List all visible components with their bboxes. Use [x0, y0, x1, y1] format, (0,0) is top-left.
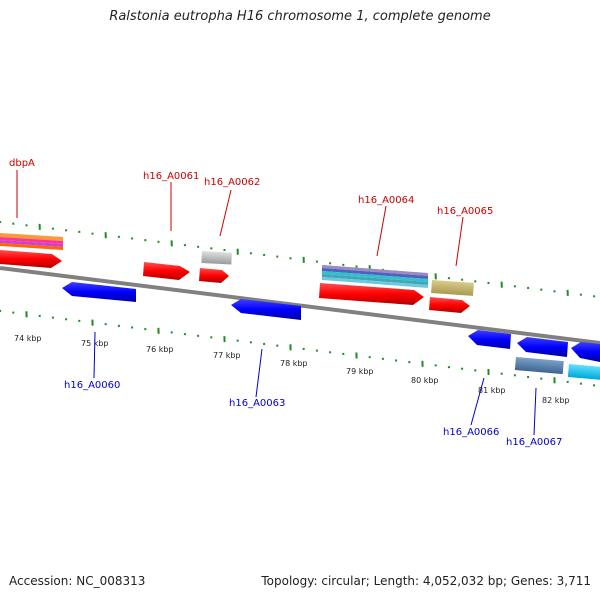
chromosome-backbone — [0, 266, 600, 345]
leader-line-h16-A0060 — [93, 331, 96, 379]
gene-arrow-h16-A0062 — [199, 268, 229, 283]
ruler-label-78: 78 kbp — [280, 359, 308, 368]
gene-arrow-h16-A0065 — [429, 297, 470, 313]
gene-arrow-next — [571, 342, 600, 362]
accession-text: Accession: NC_008313 — [9, 574, 146, 588]
leader-line-h16-A0064 — [376, 205, 387, 257]
leader-line-h16-A0063 — [255, 348, 263, 398]
gene-label-h16-A0061: h16_A0061 — [143, 171, 199, 182]
gene-arrow-h16-A0061 — [143, 262, 190, 280]
ruler-label-80: 80 kbp — [411, 376, 439, 385]
gene-arrow-dbpA — [0, 250, 62, 268]
leader-line-h16-A0062 — [219, 189, 232, 237]
ruler-label-76: 76 kbp — [146, 345, 174, 354]
gene-arrow-h16-A0063 — [231, 299, 301, 320]
gene-label-h16-A0060: h16_A0060 — [64, 380, 120, 391]
reverse-gene-labels: h16_A0060 h16_A0063 h16_A0066 h16_A0067 — [64, 331, 562, 448]
lower-tick-track — [0, 309, 596, 387]
reverse-genes — [62, 282, 600, 381]
ruler-label-81: 81 kbp — [478, 386, 506, 395]
ruler-label-74: 74 kbp — [14, 334, 42, 343]
gene-label-dbpA: dbpA — [9, 158, 35, 169]
forward-genes — [0, 233, 474, 313]
leader-line-h16-A0066 — [470, 377, 485, 426]
feature-bar-h16-A0065 — [431, 280, 474, 296]
gene-label-h16-A0062: h16_A0062 — [204, 177, 260, 188]
gene-arrow-h16-A0067 — [517, 337, 568, 357]
ruler-label-82: 82 kbp — [542, 396, 570, 405]
gene-label-h16-A0067: h16_A0067 — [506, 437, 562, 448]
leader-line-h16-A0067 — [533, 387, 537, 436]
feature-bar-h16-A0067 — [514, 357, 564, 375]
gene-label-h16-A0066: h16_A0066 — [443, 427, 499, 438]
feature-bar-h16-A0062 — [201, 251, 232, 265]
gene-arrow-h16-A0060 — [62, 282, 136, 302]
gene-arrow-h16-A0066 — [468, 330, 511, 349]
ruler-label-79: 79 kbp — [346, 367, 374, 376]
feature-stripes-h16-A0064 — [322, 265, 428, 288]
gene-label-h16-A0064: h16_A0064 — [358, 195, 414, 206]
gene-label-h16-A0065: h16_A0065 — [437, 206, 493, 217]
feature-bar-cyan — [567, 364, 600, 381]
leader-line-h16-A0065 — [455, 216, 464, 267]
forward-gene-labels: dbpA h16_A0061 h16_A0062 h16_A0064 h16_A… — [9, 158, 493, 267]
feature-stripes-dbpA — [0, 233, 63, 250]
gene-label-h16-A0063: h16_A0063 — [229, 398, 285, 409]
ruler-label-77: 77 kbp — [213, 351, 241, 360]
gene-arrow-h16-A0064 — [319, 283, 424, 305]
map-title: Ralstonia eutropha H16 chromosome 1, com… — [109, 9, 491, 24]
genome-stats-text: Topology: circular; Length: 4,052,032 bp… — [261, 574, 591, 588]
